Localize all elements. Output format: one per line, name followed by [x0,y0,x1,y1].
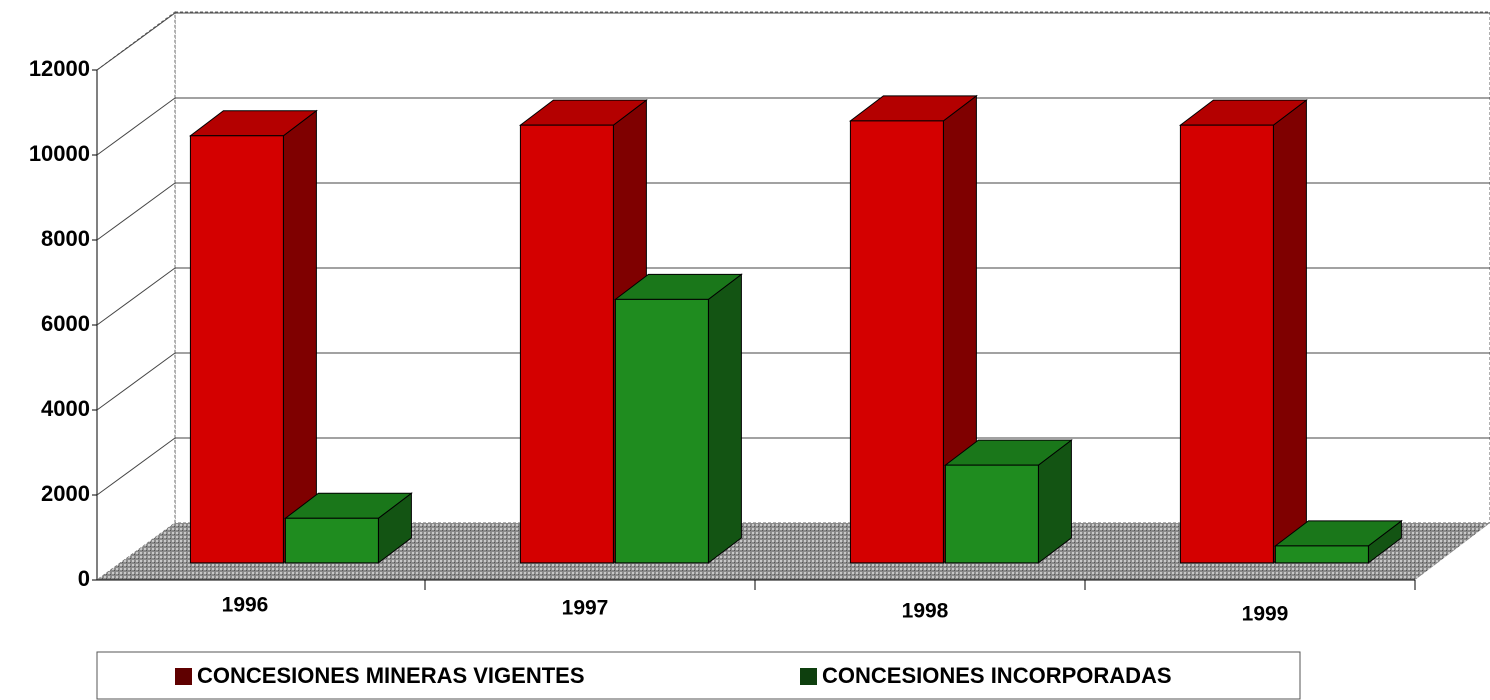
y-tick-label: 0 [78,566,90,591]
x-tick-label: 1998 [902,600,949,623]
bar-side [282,109,317,564]
bar [1178,99,1308,564]
bar-front [1274,545,1369,564]
grid-line [96,437,176,496]
bar-front [1179,124,1274,564]
y-tick-label: 4000 [41,396,90,421]
bar [613,273,743,564]
floor [97,523,1490,580]
bar [283,492,413,564]
bar [943,439,1073,564]
y-tick-label: 12000 [29,56,90,81]
bar-front [944,464,1039,564]
bar-front [284,517,379,564]
plot [96,12,1490,564]
y-tick-label: 6000 [41,311,90,336]
legend-label: CONCESIONES INCORPORADAS [822,663,1172,688]
bar-front [519,124,614,564]
legend-label: CONCESIONES MINERAS VIGENTES [197,663,585,688]
grid-line [96,352,176,411]
bar-side [707,273,742,564]
bar [188,109,318,564]
grid-line [96,97,176,156]
bar [1273,519,1403,564]
y-tick-label: 2000 [41,481,90,506]
legend-swatch [800,668,817,685]
y-tick-label: 8000 [41,226,90,251]
legend [96,651,1301,700]
y-tick-label: 10000 [29,141,90,166]
x-tick-label: 1999 [1242,603,1289,626]
grid-line [96,12,176,71]
grid-line [96,182,176,241]
legend-swatch [175,668,192,685]
bar-side [1272,99,1307,564]
bar [848,94,978,564]
bar-front [614,298,709,564]
bar-front [849,120,944,564]
x-tick-label: 1996 [222,594,269,617]
bar-front [189,135,284,564]
grid-line [96,267,176,326]
x-tick-label: 1997 [562,597,609,620]
